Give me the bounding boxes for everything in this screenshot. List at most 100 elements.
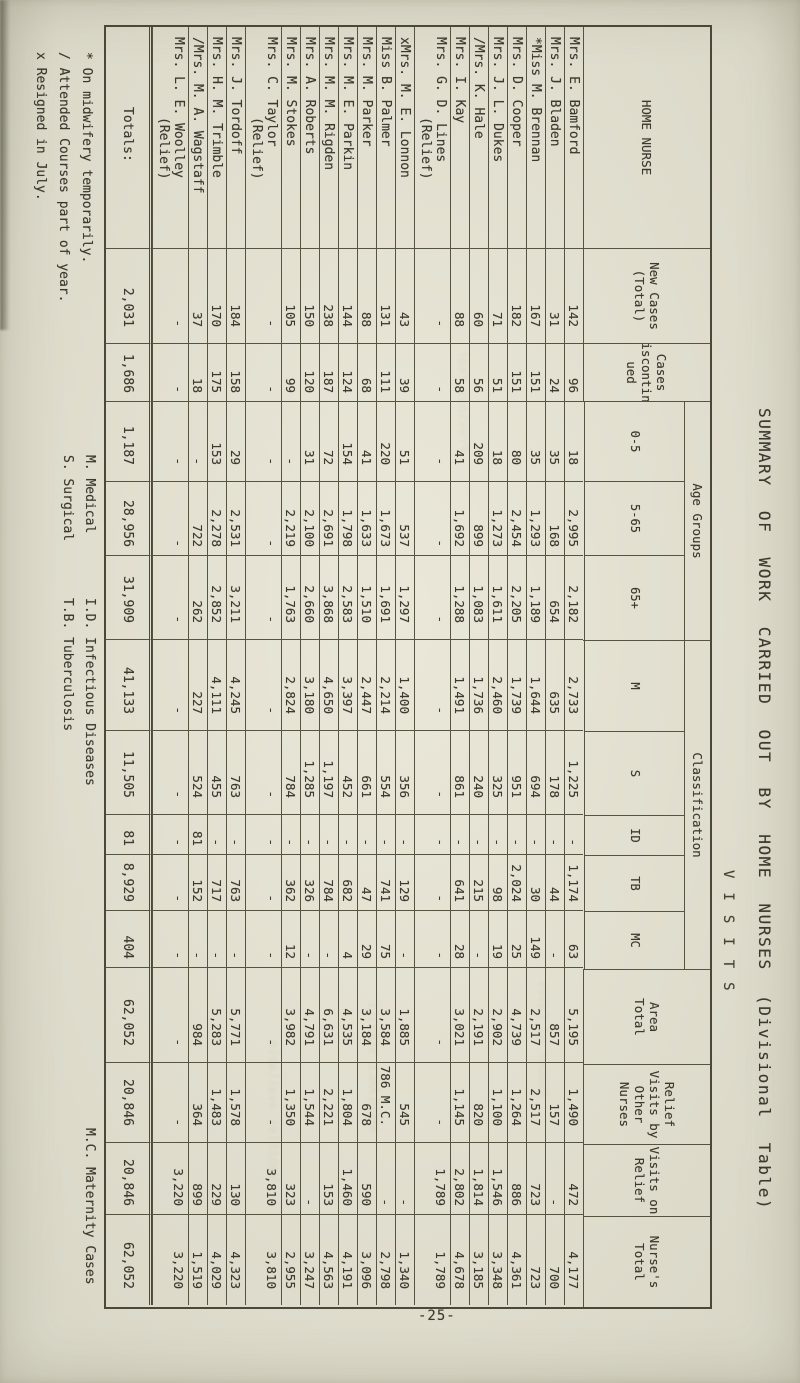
value-cell: 18 bbox=[488, 402, 507, 482]
value-cell: 1,483 bbox=[207, 1063, 226, 1143]
value-cell: 3,247 bbox=[300, 1215, 319, 1305]
value-cell: 99 bbox=[281, 344, 300, 402]
value-cell: 30 bbox=[526, 855, 545, 911]
value-cell: 130 bbox=[226, 1143, 245, 1215]
nurse-name-cell: Mrs. H. M. Trimble bbox=[207, 27, 226, 249]
note-id-tb: I.D. Infectious Diseases T.B. Tuberculos… bbox=[60, 598, 97, 786]
value-cell: 1,288 bbox=[450, 556, 469, 640]
value-cell: 68 bbox=[357, 344, 376, 402]
value-cell: 4,029 bbox=[207, 1215, 226, 1305]
value-cell: 81 bbox=[188, 815, 207, 855]
nurse-name-cell: Mrs. A. Roberts bbox=[300, 27, 319, 249]
value-cell: - bbox=[152, 968, 188, 1063]
value-cell: 1,789 bbox=[414, 1215, 450, 1305]
value-cell: 63 bbox=[564, 911, 583, 968]
value-cell: 4,535 bbox=[338, 968, 357, 1063]
bleedthrough-ghost-text: Previous Year bbox=[455, 350, 470, 452]
value-cell: 47 bbox=[357, 855, 376, 911]
value-cell: 364 bbox=[188, 1063, 207, 1143]
value-cell: - bbox=[152, 556, 188, 640]
value-cell: 1,225 bbox=[564, 731, 583, 815]
table-row: Mrs. J. Bladen 31 24 35 168 654 635 178-44-857 1… bbox=[545, 27, 564, 1307]
value-cell: 1,145 bbox=[450, 1063, 469, 1143]
totals-value-cell: 20,846 bbox=[106, 1063, 152, 1143]
value-cell: - bbox=[414, 249, 450, 344]
value-cell: 96 bbox=[564, 344, 583, 402]
value-cell: 784 bbox=[319, 855, 338, 911]
table-row: Mrs. M. E. Parkin 144 124 154 1,798 2,583 3,39… bbox=[338, 27, 357, 1307]
nurse-name-cell: Mrs. J. Tordoff bbox=[226, 27, 245, 249]
value-cell: 262 bbox=[188, 556, 207, 640]
nurse-name-cell: Miss B. Palmer bbox=[376, 27, 395, 249]
value-cell: 131 bbox=[376, 249, 395, 344]
totals-value-cell: 1,187 bbox=[106, 402, 152, 482]
value-cell: 682 bbox=[338, 855, 357, 911]
header-group-outer-classification: Classification M S ID TB MC bbox=[583, 641, 710, 970]
value-cell: 51 bbox=[395, 402, 414, 482]
value-cell: - bbox=[245, 402, 281, 482]
value-cell: 4,177 bbox=[564, 1215, 583, 1305]
value-cell: 4,111 bbox=[207, 640, 226, 731]
value-cell: 184 bbox=[226, 249, 245, 344]
nurse-name-cell: Mrs. G. D. Lines (Relief) bbox=[414, 27, 450, 249]
value-cell: - bbox=[207, 815, 226, 855]
value-cell: - bbox=[507, 815, 526, 855]
totals-value-cell: 20,846 bbox=[106, 1143, 152, 1215]
value-cell: - bbox=[414, 815, 450, 855]
value-cell: - bbox=[414, 556, 450, 640]
value-cell: 4,739 bbox=[507, 968, 526, 1063]
value-cell: 229 bbox=[207, 1143, 226, 1215]
value-cell: 6,631 bbox=[319, 968, 338, 1063]
value-cell: 2,955 bbox=[281, 1215, 300, 1305]
value-cell: - bbox=[319, 815, 338, 855]
table-row: Mrs. J. Tordoff 184 158 29 2,531 3,211 4,245 76… bbox=[226, 27, 245, 1307]
value-cell: 153 bbox=[319, 1143, 338, 1215]
value-cell: 4,191 bbox=[338, 1215, 357, 1305]
value-cell: 25 bbox=[507, 911, 526, 968]
value-cell: 2,583 bbox=[338, 556, 357, 640]
value-cell: 951 bbox=[507, 731, 526, 815]
value-cell: 44 bbox=[545, 855, 564, 911]
header-group-classification: Classification M S ID TB MC bbox=[584, 641, 710, 969]
value-cell: 1,273 bbox=[488, 482, 507, 556]
value-cell: - bbox=[545, 815, 564, 855]
value-cell: 1,490 bbox=[564, 1063, 583, 1143]
value-cell: 784 bbox=[281, 731, 300, 815]
value-cell: - bbox=[152, 344, 188, 402]
value-cell: 323 bbox=[281, 1143, 300, 1215]
totals-label-cell: Totals: bbox=[106, 27, 152, 249]
value-cell: - bbox=[300, 911, 319, 968]
value-cell: 1,691 bbox=[376, 556, 395, 640]
value-cell: 72 bbox=[319, 402, 338, 482]
value-cell: - bbox=[414, 911, 450, 968]
value-cell: 899 bbox=[469, 482, 488, 556]
value-cell: - bbox=[414, 344, 450, 402]
value-cell: 2,902 bbox=[488, 968, 507, 1063]
nurse-name-cell: xMrs. M. E. Lonnon bbox=[395, 27, 414, 249]
footnotes-block: * On midwifery temporarily. / Attended C… bbox=[29, 52, 98, 302]
value-cell: - bbox=[152, 402, 188, 482]
value-cell: 820 bbox=[469, 1063, 488, 1143]
value-cell: - bbox=[545, 1143, 564, 1215]
value-cell: 2,733 bbox=[564, 640, 583, 731]
totals-value-cell: 2,031 bbox=[106, 249, 152, 344]
value-cell: 158 bbox=[226, 344, 245, 402]
table-row: Mrs. E. Bamford 142 96 18 2,995 2,182 2,733 1,2… bbox=[564, 27, 583, 1307]
value-cell: 3,397 bbox=[338, 640, 357, 731]
value-cell: 635 bbox=[545, 640, 564, 731]
value-cell: - bbox=[488, 815, 507, 855]
value-cell: 741 bbox=[376, 855, 395, 911]
value-cell: - bbox=[414, 402, 450, 482]
page-title: SUMMARY OF WORK CARRIED OUT BY HOME NURS… bbox=[755, 408, 774, 1211]
value-cell: - bbox=[469, 815, 488, 855]
value-cell: 3,220 bbox=[152, 1215, 188, 1305]
value-cell: 700 bbox=[545, 1215, 564, 1305]
value-cell: 2,219 bbox=[281, 482, 300, 556]
table-row: Mrs. M. M. Rigden 238 187 72 2,691 3,868 4,650… bbox=[319, 27, 338, 1307]
value-cell: 356 bbox=[395, 731, 414, 815]
header-home-nurse: HOME NURSE bbox=[583, 27, 710, 249]
value-cell: - bbox=[207, 911, 226, 968]
value-cell: 152 bbox=[188, 855, 207, 911]
value-cell: 2,278 bbox=[207, 482, 226, 556]
totals-value-cell: 62,052 bbox=[106, 1215, 152, 1305]
